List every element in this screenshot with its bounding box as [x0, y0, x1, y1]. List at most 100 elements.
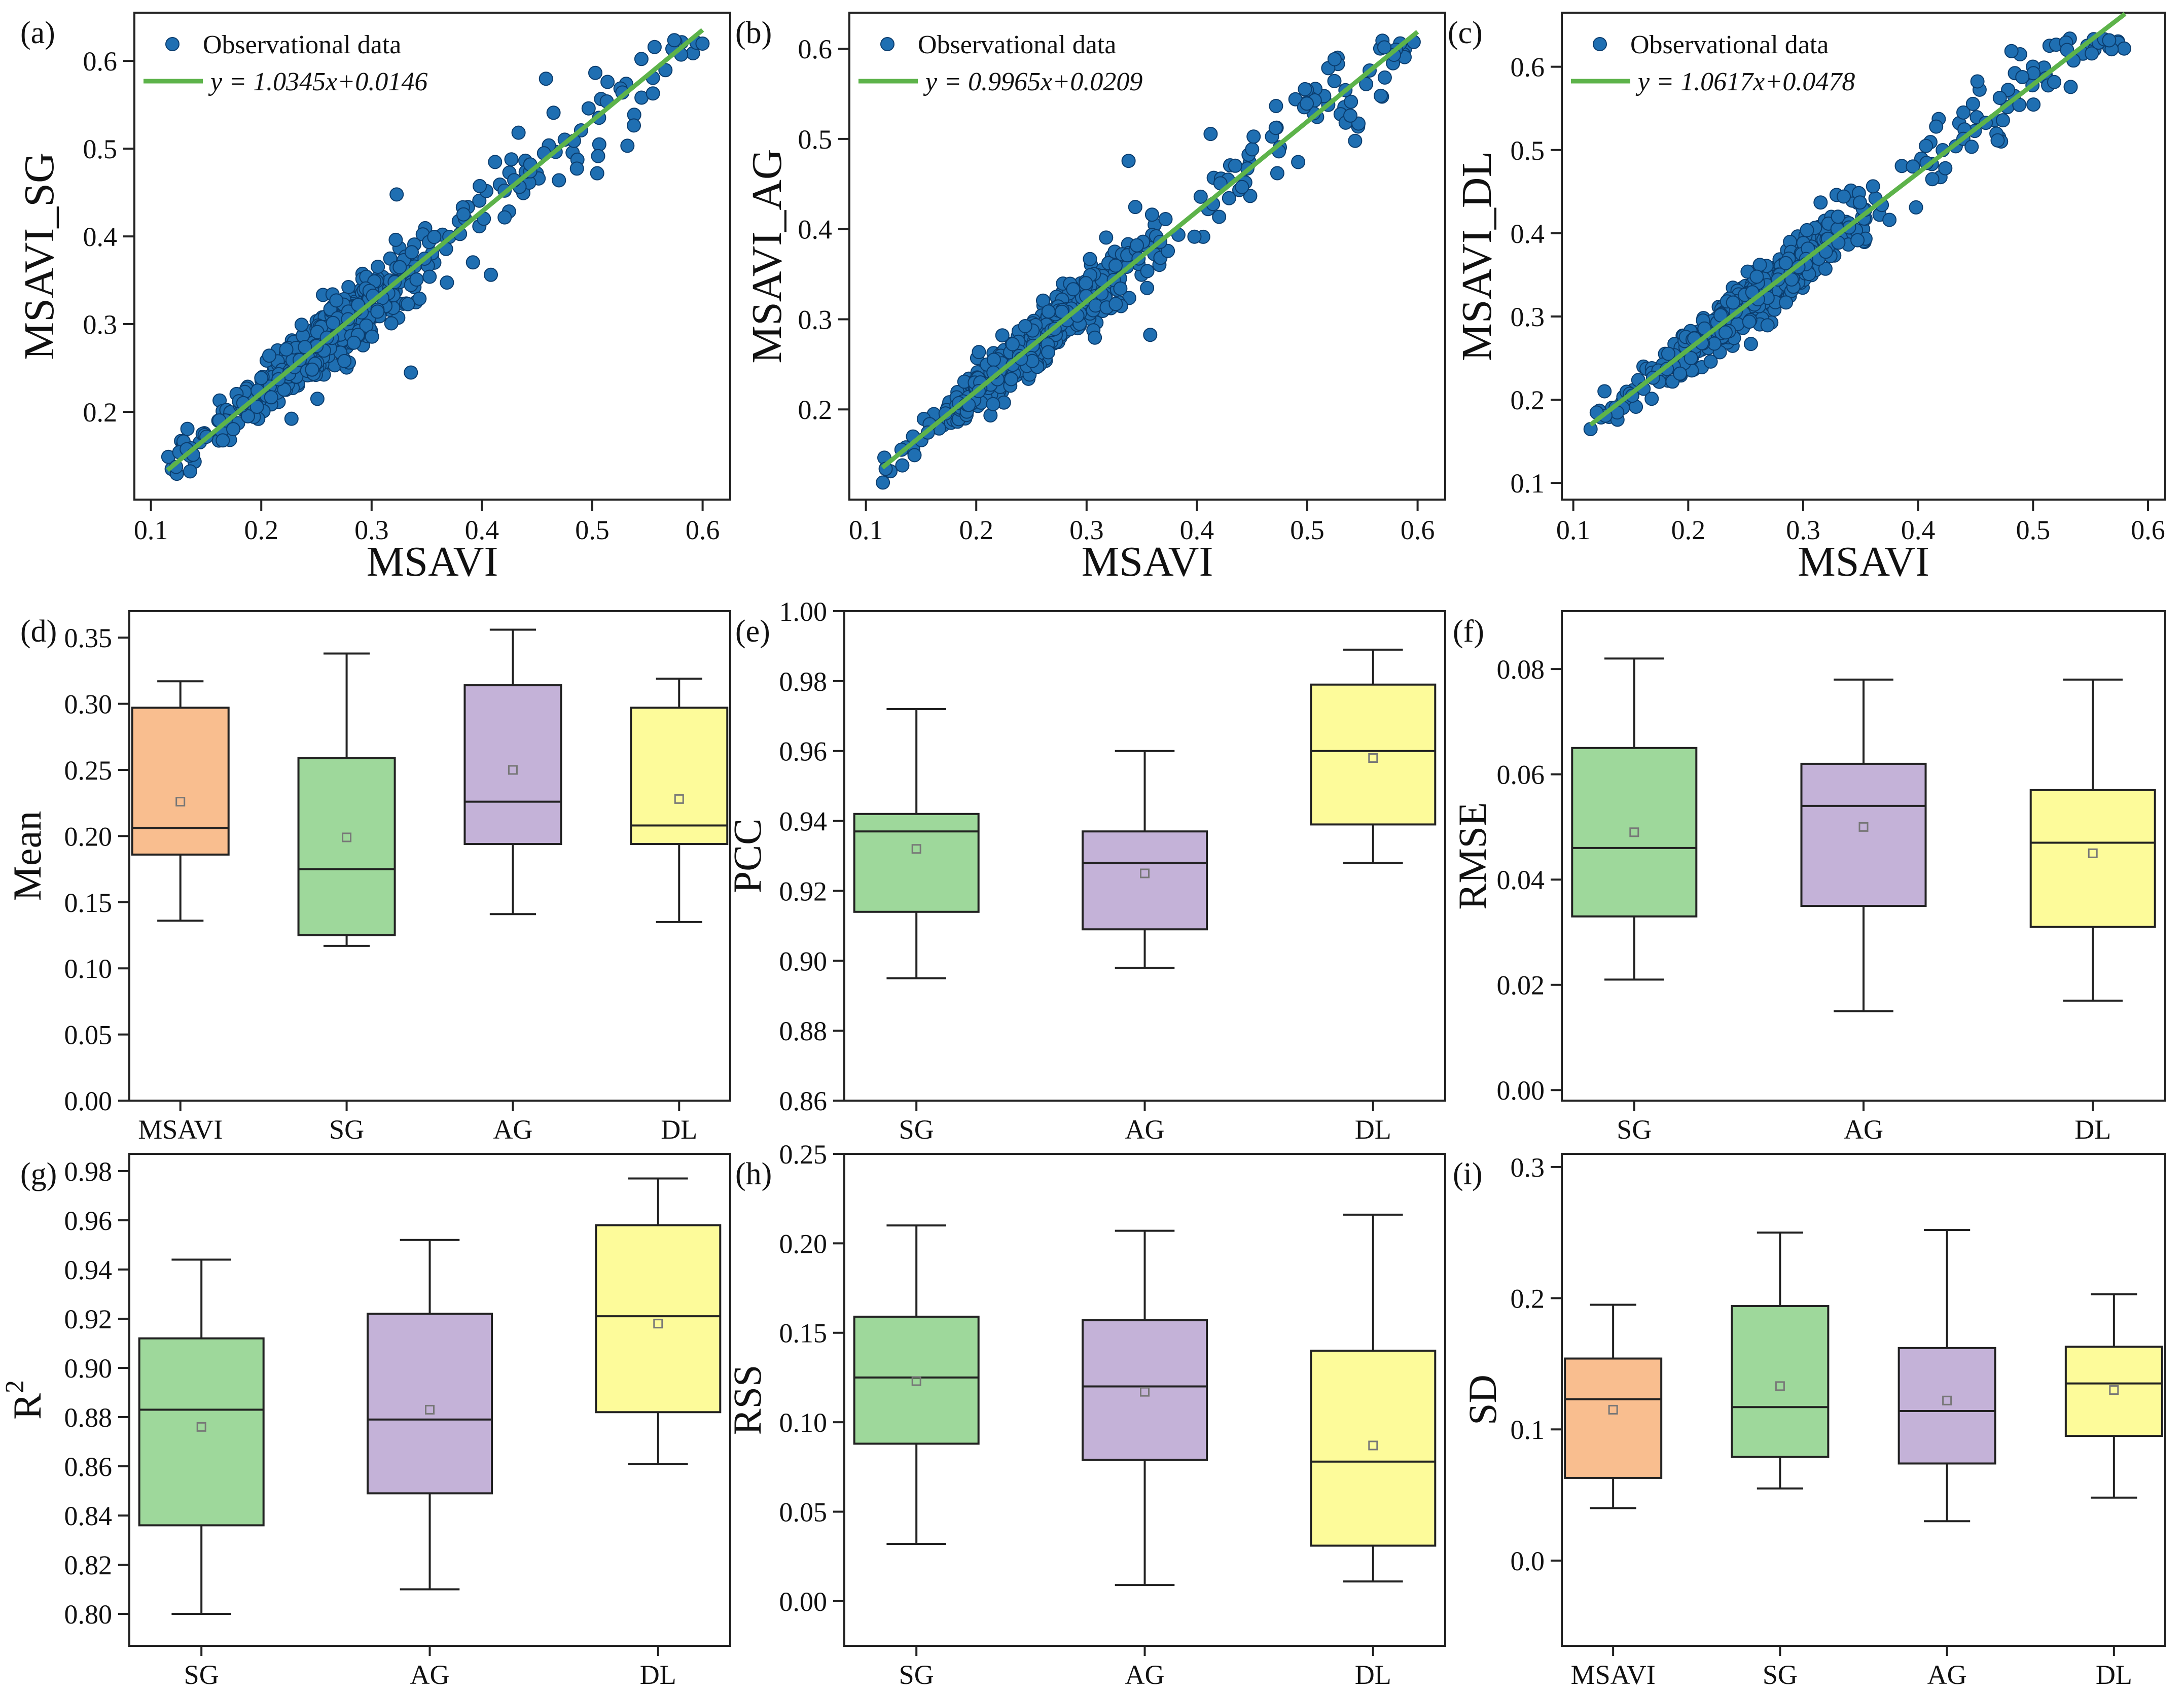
x-tick-label: 0.4 [465, 515, 499, 545]
y-tick-label: 0.08 [1497, 654, 1545, 685]
data-point [180, 421, 195, 436]
box-dl [1310, 1213, 1437, 1583]
data-point [1990, 133, 2005, 148]
y-tick-label: 0.15 [64, 888, 113, 918]
legend: Observational data y = 1.0617x+0.0478 [1571, 30, 1855, 96]
y-tick-label: 0.30 [64, 689, 113, 720]
mean-marker [342, 832, 352, 842]
x-tick-label: SG [899, 1660, 934, 1690]
x-axis-label: MSAVI [1798, 538, 1929, 585]
box-dl [1310, 648, 1437, 864]
box-msavi [1564, 1304, 1663, 1509]
data-point [1925, 172, 1940, 187]
data-point [1140, 280, 1155, 295]
y-axis-label: RMSE [1450, 802, 1494, 909]
panel-c: (c) 0.1 0.2 0.3 0.4 0.5 0.6 MSAVI_DL 0.1 0.2 0.3 0.… [1448, 12, 2166, 585]
x-tick-label: DL [2096, 1660, 2132, 1690]
data-point [1143, 328, 1158, 342]
box-dl [2029, 678, 2156, 1002]
legend-fit-label: y = 0.9965x+0.0209 [923, 67, 1142, 96]
box-ag [1082, 750, 1208, 969]
panel-label: (b) [735, 16, 772, 50]
data-point [658, 63, 673, 78]
mean-marker [911, 1376, 921, 1386]
iqr-box [853, 813, 980, 913]
mean-marker [2109, 1385, 2119, 1395]
y-tick-label: 0.1 [1511, 1415, 1545, 1445]
x-tick-label: 0.3 [1069, 515, 1104, 545]
data-point [1130, 238, 1144, 253]
y-tick-label: 0.5 [1511, 135, 1545, 166]
data-point [995, 328, 1010, 343]
y-tick-label: 0.94 [779, 806, 828, 837]
legend-point-marker [165, 37, 180, 51]
legend-scatter-label: Observational data [918, 30, 1116, 59]
data-point [986, 397, 1000, 411]
plot-frame [848, 12, 1446, 501]
box-dl [630, 678, 729, 923]
iqr-box [131, 707, 230, 856]
data-point [240, 409, 255, 424]
panel-e: (e) 0.86 0.88 0.90 0.92 0.94 0.96 0.98 1.00 PCC SG… [725, 596, 1446, 1145]
data-point [401, 297, 415, 311]
data-point [1837, 189, 1851, 204]
legend-point-marker [880, 37, 894, 51]
box-msavi [131, 680, 230, 922]
data-point [1344, 94, 1358, 109]
data-point [546, 105, 561, 120]
data-point [972, 345, 986, 360]
data-point [370, 304, 385, 319]
data-point [1831, 209, 1845, 224]
data-point [1158, 212, 1173, 226]
panel-label: (c) [1448, 16, 1483, 50]
y-axis-label: MSAVI_SG [16, 152, 63, 360]
mean-marker [175, 797, 186, 807]
x-tick-label: SG [1617, 1114, 1652, 1145]
data-point [1818, 261, 1833, 276]
x-tick-label: 0.1 [849, 515, 883, 545]
y-tick-label: 0.90 [64, 1353, 113, 1384]
mean-marker [1368, 1440, 1378, 1451]
iqr-box [853, 1315, 980, 1445]
data-point [326, 315, 340, 330]
data-point [600, 75, 615, 89]
data-point [388, 232, 403, 247]
data-point [216, 433, 230, 448]
data-point [341, 280, 356, 294]
fit-line [166, 28, 704, 472]
y-tick-label: 0.2 [1511, 385, 1545, 415]
panel-label: (e) [735, 614, 770, 649]
box-dl [2064, 1293, 2163, 1499]
data-point [1327, 74, 1342, 88]
y-tick-label: 0.4 [83, 222, 118, 252]
y-tick-label: 0.00 [1497, 1075, 1545, 1106]
x-tick-label: SG [899, 1114, 934, 1145]
data-point [1121, 154, 1136, 168]
x-tick-label: DL [640, 1660, 676, 1690]
data-point [1245, 142, 1260, 157]
data-point [1813, 195, 1828, 210]
data-point [1222, 191, 1236, 205]
data-point [2047, 75, 2061, 89]
legend-fit-label: y = 1.0617x+0.0478 [1635, 67, 1855, 96]
data-point [590, 166, 604, 181]
x-tick-label: AG [1927, 1660, 1967, 1690]
data-point [591, 149, 605, 163]
plot-frame [133, 12, 731, 501]
data-point [472, 193, 487, 208]
y-tick-label: 0.20 [64, 821, 113, 852]
data-point [907, 448, 922, 463]
data-point [1718, 325, 1733, 340]
data-point [1298, 82, 1312, 96]
data-point [1268, 121, 1283, 135]
panel-label: (g) [20, 1157, 57, 1191]
x-tick-label: 0.6 [1401, 515, 1435, 545]
data-point [404, 365, 418, 380]
box-sg [853, 708, 980, 979]
data-point [497, 210, 512, 225]
data-point [1760, 318, 1775, 333]
data-point [1246, 129, 1261, 144]
y-tick-label: 0.92 [64, 1304, 113, 1334]
box-ag [463, 628, 562, 915]
y-tick-label: 0.96 [64, 1206, 113, 1236]
